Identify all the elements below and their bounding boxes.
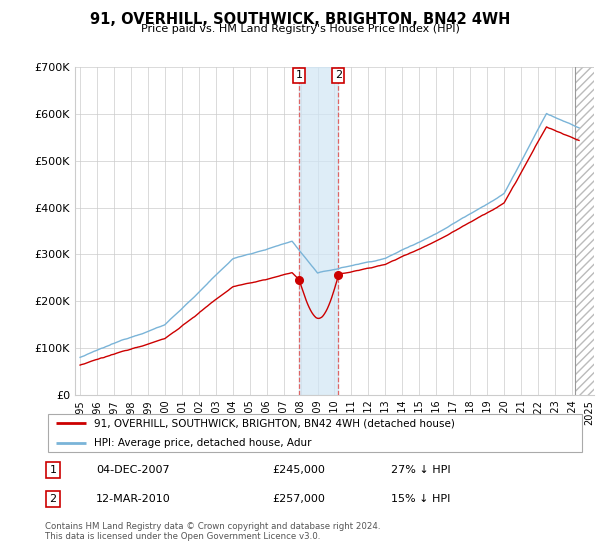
Text: 15% ↓ HPI: 15% ↓ HPI — [391, 494, 450, 503]
Bar — [299, 67, 338, 395]
Text: 04-DEC-2007: 04-DEC-2007 — [96, 465, 170, 475]
Text: £245,000: £245,000 — [272, 465, 325, 475]
Text: 2: 2 — [50, 494, 56, 503]
Text: 91, OVERHILL, SOUTHWICK, BRIGHTON, BN42 4WH: 91, OVERHILL, SOUTHWICK, BRIGHTON, BN42 … — [90, 12, 510, 27]
Text: 1: 1 — [296, 71, 303, 81]
Bar — [575, 67, 594, 395]
Text: Contains HM Land Registry data © Crown copyright and database right 2024.
This d: Contains HM Land Registry data © Crown c… — [45, 522, 380, 542]
FancyBboxPatch shape — [48, 414, 582, 451]
Text: 2: 2 — [335, 71, 342, 81]
Text: 91, OVERHILL, SOUTHWICK, BRIGHTON, BN42 4WH (detached house): 91, OVERHILL, SOUTHWICK, BRIGHTON, BN42 … — [94, 418, 454, 428]
Bar — [575, 67, 594, 395]
Text: HPI: Average price, detached house, Adur: HPI: Average price, detached house, Adur — [94, 438, 311, 448]
Text: Price paid vs. HM Land Registry's House Price Index (HPI): Price paid vs. HM Land Registry's House … — [140, 24, 460, 34]
Text: £257,000: £257,000 — [272, 494, 325, 503]
Text: 1: 1 — [50, 465, 56, 475]
Text: 27% ↓ HPI: 27% ↓ HPI — [391, 465, 450, 475]
Text: 12-MAR-2010: 12-MAR-2010 — [96, 494, 171, 503]
